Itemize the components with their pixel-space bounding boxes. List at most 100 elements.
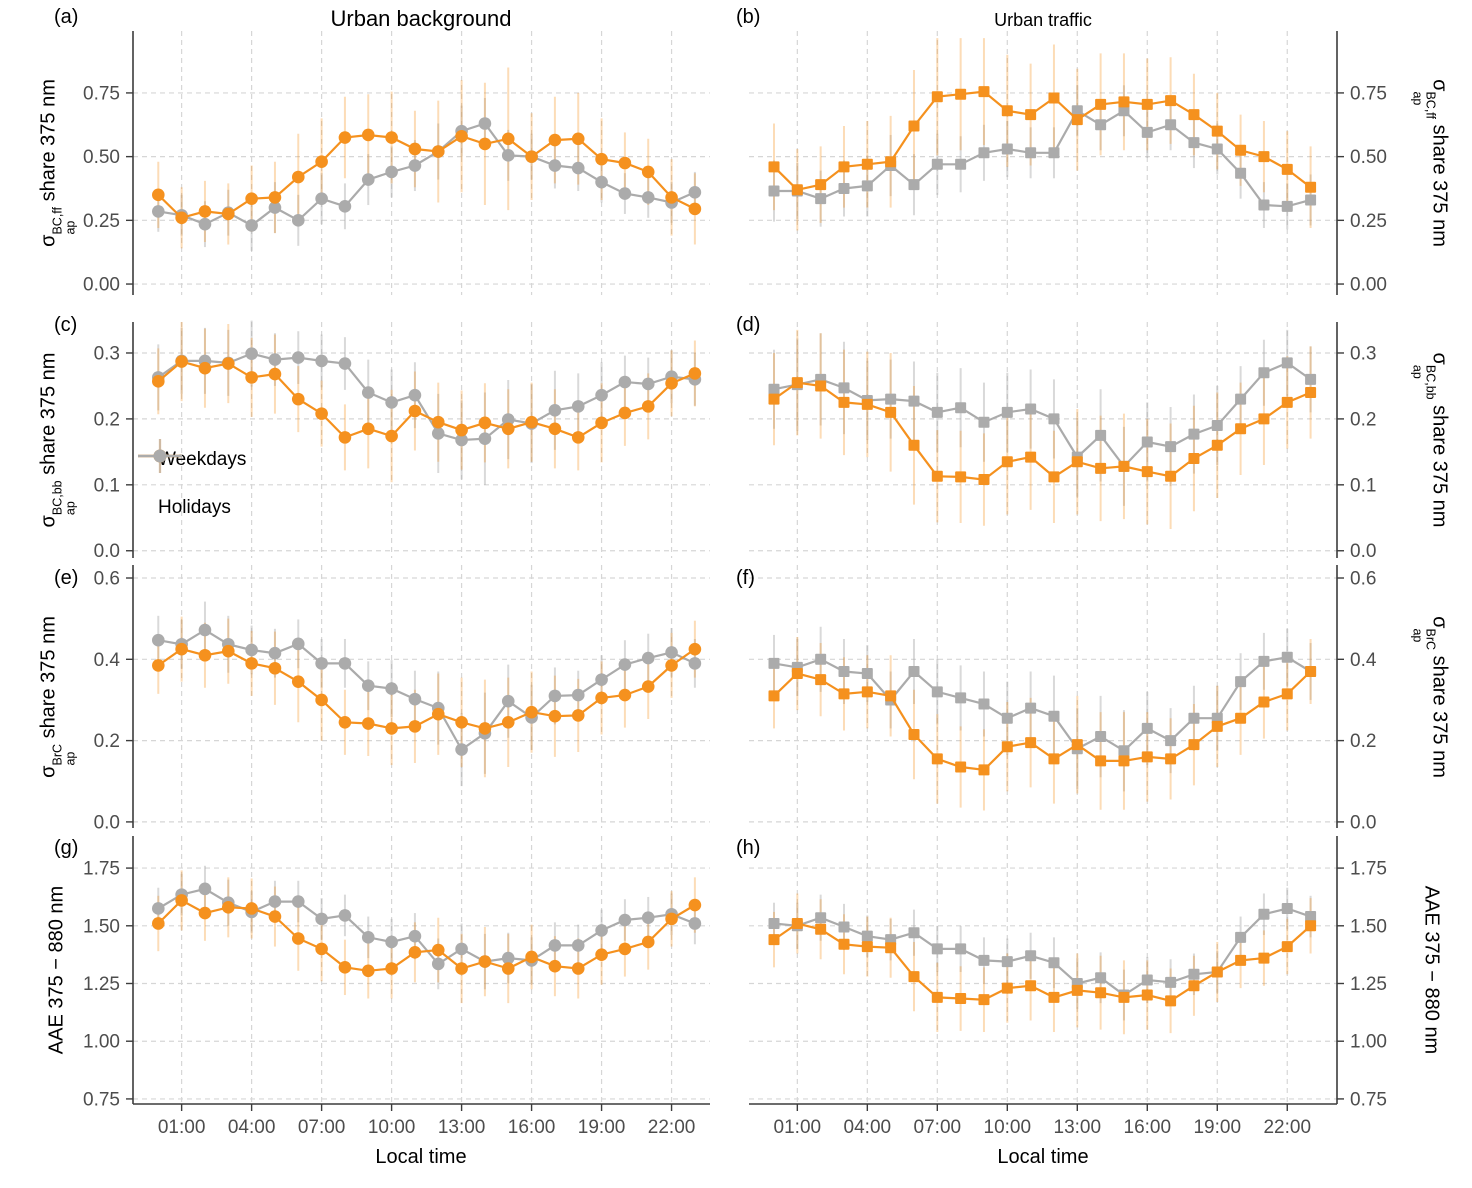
gridlines: [749, 836, 1337, 1104]
y-tick-label: 0.00: [83, 275, 120, 296]
holidays-line: [158, 122, 696, 227]
holidays-line: [773, 907, 1311, 997]
gridlines: [133, 836, 710, 1104]
weekdays-series: [152, 128, 702, 225]
panel-tag-g: (g): [54, 837, 79, 859]
weekdays-points: [152, 894, 702, 978]
y-axis-title-d: σ BC,bb ap share 375 nm: [1411, 352, 1451, 528]
weekdays-points: [768, 917, 1317, 1007]
y-tick-label: 0.75: [1350, 83, 1387, 104]
holidays-points: [152, 623, 702, 756]
weekdays-series: [152, 894, 702, 978]
x-tick-label: 13:00: [1054, 1117, 1102, 1138]
legend-label-weekdays: Weekdays: [158, 449, 247, 470]
y-tick-labels: 0.0 0.2 0.4 0.6: [94, 569, 133, 833]
y-axis-title-f: σ BrC ap share 375 nm: [1411, 615, 1451, 778]
panel-e: 0.0 0.2 0.4 0.6: [94, 565, 710, 833]
weekdays-series: [768, 666, 1317, 776]
x-tick-labels: 01:00 04:00 07:00 10:00 13:00 16:00 19:00 22:00: [158, 1104, 695, 1138]
gridlines: [749, 565, 1337, 828]
holidays-series: [152, 623, 702, 756]
x-tick-label: 22:00: [1263, 1117, 1311, 1138]
y-axis-title-e: σ BrC ap share 375 nm: [37, 615, 78, 778]
holidays-series: [768, 357, 1317, 472]
gridlines: [749, 322, 1337, 558]
panel-tag-b: (b): [736, 6, 761, 28]
holidays-line: [774, 109, 1311, 208]
y-tick-label: 0.1: [94, 475, 120, 496]
y-tick-label: 0.2: [1350, 409, 1376, 430]
y-tick-label: 0.50: [83, 147, 120, 168]
x-tick-label: 19:00: [578, 1117, 626, 1138]
y-tick-label: 0.25: [1350, 211, 1387, 232]
y-tick-label: 0.3: [94, 343, 120, 364]
y-tick-label: 0.2: [94, 731, 120, 752]
holidays-errorbars: [773, 626, 1312, 792]
x-tick-label: 01:00: [774, 1117, 822, 1138]
y-tick-label: 0.0: [94, 812, 120, 833]
weekdays-points: [152, 355, 702, 444]
y-axis-title-h: AAE 375 − 880 nm: [1420, 885, 1443, 1055]
y-tick-label: 0.0: [94, 541, 120, 562]
weekdays-errorbars: [773, 636, 1312, 811]
y-tick-label: 0.6: [1350, 569, 1376, 590]
panel-tag-h: (h): [736, 837, 761, 859]
weekdays-series: [768, 377, 1317, 486]
y-tick-label: 0.75: [83, 1089, 120, 1110]
y-tick-label: 0.6: [94, 569, 120, 590]
holidays-errorbars: [773, 329, 1312, 506]
gridlines: [133, 31, 710, 295]
weekdays-series: [768, 917, 1317, 1007]
y-tick-label: 1.00: [83, 1032, 120, 1053]
holidays-line: [157, 887, 696, 966]
panel-tag-c: (c): [54, 314, 78, 336]
x-tick-label: 22:00: [648, 1117, 696, 1138]
holidays-series: [768, 902, 1317, 1001]
holidays-errorbars: [157, 98, 696, 251]
y-tick-label: 0.0: [1350, 541, 1376, 562]
y-tick-label: 1.00: [1350, 1032, 1387, 1053]
panel-tag-d: (d): [736, 314, 761, 336]
y-tick-label: 0.75: [83, 83, 120, 104]
weekdays-line: [773, 670, 1312, 772]
weekdays-points: [768, 86, 1317, 196]
legend-item-holidays: Holidays: [136, 439, 246, 532]
y-tick-label: 1.75: [1350, 859, 1387, 880]
y-tick-label: 0.2: [1350, 731, 1376, 752]
column-title-urban-traffic: Urban traffic: [994, 10, 1092, 30]
holidays-line: [158, 628, 696, 752]
weekdays-series: [152, 642, 702, 735]
legend-label-holidays: Holidays: [158, 497, 231, 518]
x-tick-label: 16:00: [508, 1117, 556, 1138]
y-tick-label: 1.25: [83, 974, 120, 995]
column-title-urban-background: Urban background: [330, 6, 512, 31]
panel-b: 0.00 0.25 0.50 0.75: [749, 31, 1387, 296]
y-tick-label: 0.4: [1350, 650, 1377, 671]
x-tick-label: 04:00: [844, 1117, 892, 1138]
legend: Weekdays Holidays: [136, 436, 246, 532]
holidays-points: [768, 105, 1317, 212]
x-tick-label: 10:00: [368, 1117, 416, 1138]
y-axis-title-a: σ BC,ff ap share 375 nm: [37, 79, 78, 247]
weekdays-line: [157, 899, 696, 972]
x-tick-label: 13:00: [438, 1117, 486, 1138]
holidays-points: [768, 902, 1317, 1001]
y-tick-label: 1.75: [83, 859, 120, 880]
y-tick-labels: 0.75 1.00 1.25 1.50 1.75: [1337, 859, 1387, 1110]
weekdays-series: [768, 86, 1317, 196]
y-tick-label: 0.50: [1350, 147, 1387, 168]
weekdays-line: [157, 360, 696, 439]
weekdays-line: [157, 647, 696, 730]
weekdays-points: [152, 128, 702, 225]
y-tick-label: 1.50: [83, 916, 120, 937]
weekdays-errorbars: [773, 893, 1312, 1035]
y-tick-label: 0.3: [1350, 343, 1376, 364]
x-tick-label: 04:00: [228, 1117, 276, 1138]
y-tick-label: 0.25: [83, 211, 120, 232]
weekdays-line: [773, 381, 1312, 481]
holidays-line: [773, 656, 1312, 753]
x-tick-label: 10:00: [984, 1117, 1032, 1138]
y-tick-label: 0.0: [1350, 812, 1376, 833]
